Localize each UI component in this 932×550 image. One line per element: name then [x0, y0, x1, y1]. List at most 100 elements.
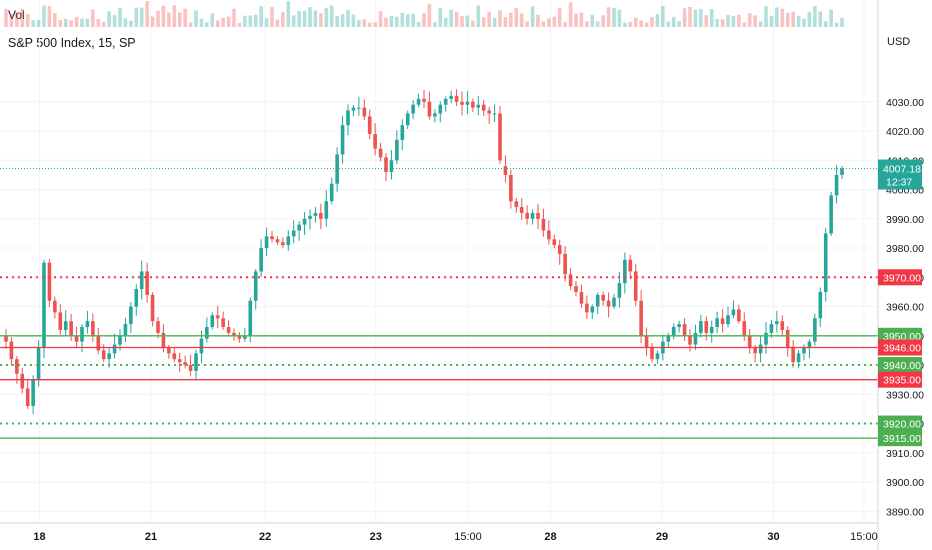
- candle: [367, 109, 372, 140]
- candle: [411, 100, 415, 120]
- volume-bar: [183, 8, 187, 27]
- volume-bar: [829, 9, 833, 27]
- candle: [20, 367, 25, 394]
- volume-bar: [796, 16, 801, 27]
- candle: [677, 320, 681, 333]
- candle: [536, 203, 540, 230]
- volume-bar: [405, 14, 410, 27]
- x-tick-label: 22: [259, 531, 271, 543]
- candle: [172, 347, 177, 363]
- volume-bar: [167, 12, 171, 27]
- candle: [378, 142, 383, 162]
- volume-bar: [433, 22, 437, 27]
- candle: [297, 221, 301, 241]
- candle: [818, 287, 823, 327]
- volume-bar: [101, 22, 106, 27]
- volume-bar: [194, 10, 198, 27]
- volume-bar: [346, 10, 350, 28]
- candle: [764, 322, 768, 354]
- candle: [834, 164, 839, 204]
- candle: [47, 259, 52, 307]
- volume-bar: [476, 5, 481, 27]
- volume-bar: [492, 18, 497, 27]
- candle: [145, 262, 149, 303]
- volume-bar: [753, 15, 757, 27]
- volume-bar: [454, 11, 459, 27]
- candle: [498, 106, 502, 164]
- volume-bar: [416, 21, 421, 27]
- volume-bar: [465, 15, 470, 27]
- volume-bar: [373, 22, 377, 27]
- candle: [405, 110, 410, 129]
- volume-bar: [161, 5, 166, 28]
- volume-bar: [150, 16, 155, 27]
- volume-bar: [601, 15, 605, 27]
- candle: [85, 311, 90, 334]
- candle: [552, 234, 557, 248]
- volume-bar: [47, 5, 52, 27]
- volume-bar: [172, 5, 177, 27]
- candle: [74, 326, 79, 348]
- volume-bar: [329, 5, 334, 28]
- volume-bar: [253, 14, 258, 27]
- candle: [237, 332, 242, 343]
- volume-bar: [384, 17, 388, 27]
- candle: [471, 98, 475, 112]
- volume-bar: [650, 17, 654, 27]
- candle: [541, 208, 546, 237]
- candle: [139, 260, 144, 300]
- volume-bar: [503, 16, 508, 27]
- volume-bar: [362, 19, 367, 27]
- candle: [91, 313, 95, 342]
- volume-bar: [313, 10, 318, 28]
- candle: [395, 130, 399, 165]
- volume-bar: [623, 22, 627, 27]
- volume-bar: [221, 17, 225, 27]
- candle: [460, 91, 464, 116]
- volume-bar: [644, 22, 649, 27]
- candle: [666, 332, 671, 348]
- candle: [422, 90, 426, 109]
- candle: [639, 290, 643, 344]
- candle: [747, 329, 752, 354]
- candle: [259, 239, 263, 277]
- candle: [308, 209, 312, 230]
- volume-bar: [509, 12, 513, 27]
- candle: [775, 310, 779, 333]
- volume-bar: [764, 6, 768, 27]
- volume-bar: [297, 11, 301, 27]
- candle: [373, 123, 377, 156]
- last-price-countdown: 12:37: [886, 177, 912, 189]
- candle: [840, 166, 844, 179]
- volume-bar: [639, 20, 643, 27]
- candle: [253, 269, 258, 310]
- candle: [568, 267, 573, 290]
- volume-bar: [840, 17, 844, 27]
- volume-bar: [726, 14, 730, 27]
- candle: [606, 292, 611, 318]
- candle: [384, 152, 388, 181]
- candle: [31, 375, 35, 415]
- candle: [9, 337, 14, 366]
- y-tick-label: 4020.00: [886, 126, 924, 138]
- candle: [465, 91, 470, 115]
- x-tick-label: 28: [544, 531, 556, 543]
- volume-bar: [758, 21, 763, 27]
- volume-bar: [31, 20, 35, 27]
- volume-bar: [302, 10, 307, 28]
- candle: [785, 326, 790, 357]
- x-tick-label: 15:00: [454, 531, 482, 543]
- volume-bar: [742, 22, 747, 27]
- candle: [264, 227, 269, 256]
- volume-bar: [438, 7, 443, 27]
- candle: [530, 209, 535, 225]
- volume-bar: [308, 7, 312, 27]
- candle: [53, 296, 57, 319]
- volume-bar: [514, 8, 519, 27]
- volume-bar: [199, 18, 204, 27]
- volume-bar: [118, 7, 122, 27]
- candle: [232, 328, 236, 341]
- volume-bar: [42, 5, 46, 27]
- svg-text:3946.00: 3946.00: [883, 343, 921, 355]
